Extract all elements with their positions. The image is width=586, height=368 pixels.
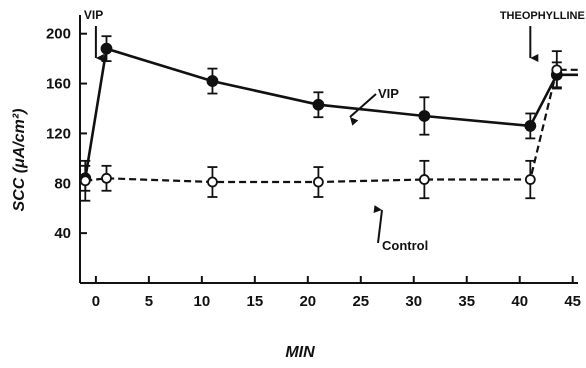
series-label-control-arrow — [373, 205, 383, 244]
data-point — [524, 120, 537, 132]
y-axis-label: SCC (μA/cm²) — [11, 109, 28, 212]
x-axis-label: MIN — [285, 344, 315, 361]
x-tick-label: 15 — [246, 293, 263, 310]
annotation-theophylline-label: THEOPHYLLINE — [500, 10, 585, 22]
data-point — [418, 174, 430, 185]
series-line-control — [85, 68, 578, 184]
data-point — [79, 175, 91, 187]
series-label-vip-arrow — [349, 93, 377, 126]
y-tick-label: 40 — [54, 225, 71, 242]
data-point — [101, 172, 112, 184]
x-tick-label: 30 — [405, 293, 422, 310]
x-tick-label: 45 — [564, 293, 581, 310]
data-point — [206, 75, 219, 87]
y-tick-label: 160 — [46, 76, 71, 93]
data-point — [551, 64, 563, 76]
y-tick-label: 200 — [46, 26, 71, 43]
data-point — [524, 174, 536, 185]
series-label-control: Control — [382, 238, 428, 253]
ticks-layer: 40 80 120 160 200 0 5 10 15 20 25 30 35 40 45 — [46, 26, 581, 310]
series-layer — [79, 35, 578, 202]
series-control — [79, 50, 578, 202]
annotations-layer: VIP THEOPHYLLINE VIP Control — [84, 8, 585, 253]
x-tick-label: 0 — [92, 293, 100, 310]
data-point — [418, 110, 431, 122]
data-point — [100, 42, 113, 55]
x-tick-label: 25 — [352, 293, 369, 310]
y-tick-label: 120 — [46, 125, 71, 142]
x-tick-label: 10 — [194, 293, 211, 310]
data-point — [207, 176, 218, 188]
x-tick-label: 5 — [145, 293, 153, 310]
x-tick-label: 35 — [458, 293, 475, 310]
data-point — [313, 176, 324, 188]
x-tick-label: 40 — [511, 293, 528, 310]
axes-layer — [79, 15, 578, 284]
series-line-vip — [84, 47, 578, 179]
annotation-vip-label: VIP — [84, 8, 103, 22]
series-vip — [79, 35, 578, 192]
data-point — [312, 98, 325, 111]
y-tick-label: 80 — [54, 175, 71, 192]
series-label-vip: VIP — [378, 86, 399, 101]
x-tick-label: 20 — [299, 293, 316, 310]
